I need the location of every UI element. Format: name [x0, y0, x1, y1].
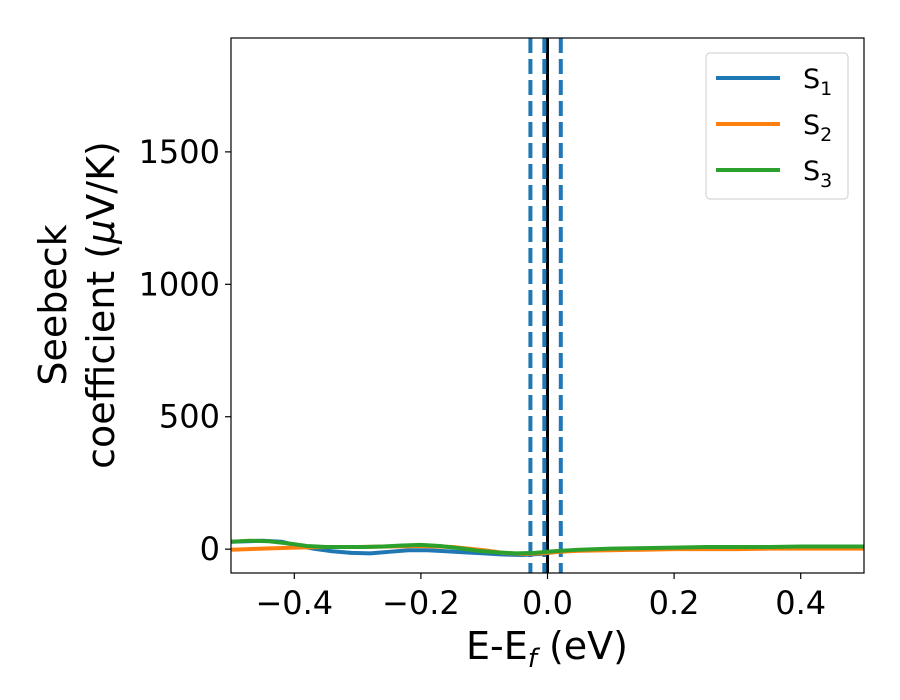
x-tick-label: 0.4	[775, 584, 826, 622]
x-tick-label: 0.0	[522, 584, 573, 622]
legend-label-s2: S2	[803, 110, 832, 146]
x-tick-label: −0.4	[255, 584, 333, 622]
y-axis-title: Seebeck coefficient (μV/K)	[31, 141, 123, 469]
legend-label-s3: S3	[803, 156, 832, 192]
y-tick-label: 1000	[139, 265, 220, 303]
series-lines	[231, 538, 864, 557]
y-axis-ticks: 0 500 1000 1500	[139, 133, 231, 568]
y-tick-label: 0	[200, 530, 220, 568]
x-axis-ticks: −0.4 −0.2 0.0 0.2 0.4	[255, 573, 826, 622]
x-axis-title: E-Ef (eV)	[466, 624, 628, 674]
x-tick-label: −0.2	[382, 584, 460, 622]
series-line-s3	[231, 538, 864, 556]
x-tick-label: 0.2	[649, 584, 700, 622]
vertical-markers	[528, 38, 563, 573]
y-tick-label: 500	[159, 398, 220, 436]
y-axis-title-line1: Seebeck	[31, 224, 75, 385]
legend-label-s1: S1	[803, 64, 832, 100]
y-axis-title-line2: coefficient (μV/K)	[79, 141, 123, 469]
y-tick-label: 1500	[139, 133, 220, 171]
legend: S1 S2 S3	[705, 52, 849, 200]
